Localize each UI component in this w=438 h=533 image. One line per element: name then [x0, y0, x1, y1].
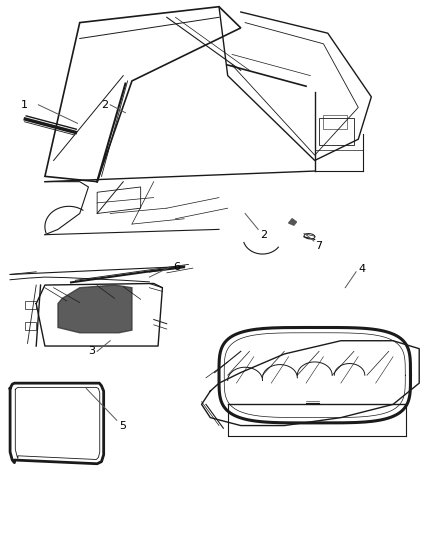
- Text: 6: 6: [173, 262, 180, 271]
- Text: 3: 3: [88, 346, 95, 357]
- Text: 4: 4: [358, 264, 365, 274]
- Text: 1: 1: [21, 100, 28, 110]
- Text: 2: 2: [102, 100, 109, 110]
- Text: 7: 7: [315, 241, 322, 252]
- Text: 5: 5: [119, 421, 126, 431]
- Polygon shape: [289, 219, 297, 225]
- Polygon shape: [58, 285, 132, 333]
- Text: 2: 2: [260, 230, 268, 240]
